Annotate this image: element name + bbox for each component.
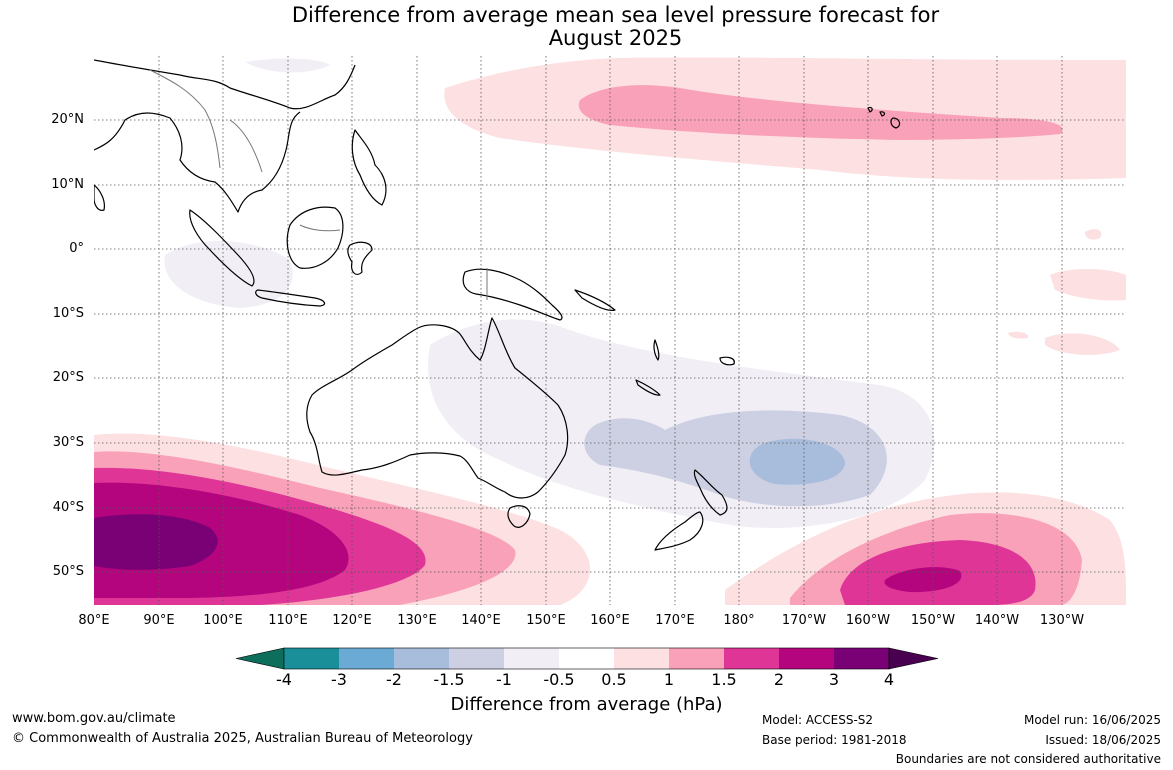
fiji-outline	[719, 356, 735, 366]
sulawesi-outline	[347, 241, 373, 275]
lat-label: 30°S	[52, 435, 84, 450]
colorbar-tick: -1	[496, 670, 512, 689]
pos-anomaly-east-a	[1050, 268, 1126, 301]
title-line-1: Difference from average mean sea level p…	[291, 3, 940, 27]
coastlines	[94, 59, 901, 551]
java-outline	[255, 289, 326, 307]
neg-anomaly-strong	[749, 438, 845, 485]
colorbar-segment	[339, 648, 394, 669]
borders	[149, 69, 488, 300]
colorbar-label: Difference from average (hPa)	[450, 694, 723, 715]
lon-label: 130°E	[397, 613, 437, 628]
lon-label: 160°W	[845, 613, 891, 628]
philippines-outline	[351, 129, 387, 206]
gridlines	[94, 56, 1126, 605]
colorbar-tick: 1	[663, 670, 675, 689]
neg-anomaly-light-west	[164, 241, 293, 308]
pos-anomaly-se-peak	[884, 567, 962, 593]
footer-issued: Issued: 18/06/2025	[1045, 733, 1161, 747]
lon-label: 140°E	[461, 613, 501, 628]
lon-label: 110°E	[268, 613, 308, 628]
lon-label: 160°E	[590, 613, 630, 628]
title-line-2: August 2025	[548, 26, 683, 50]
asia-mainland-outline	[94, 59, 356, 213]
tasmania-outline	[507, 505, 531, 528]
lon-label: 140°W	[974, 613, 1020, 628]
colorbar-tick: -1.5	[433, 670, 465, 689]
colorbar-tick: 3	[828, 670, 840, 689]
colorbar-tick: 4	[883, 670, 895, 689]
borneo-outline	[286, 206, 344, 269]
pos-anomaly-north-mid	[578, 85, 1063, 140]
lat-label: 20°S	[52, 370, 84, 385]
new-caledonia-outline	[635, 379, 661, 396]
pos-anomaly-sw-peak	[94, 514, 218, 570]
lon-label: 170°W	[781, 613, 827, 628]
nz-south-island-outline	[654, 511, 704, 551]
anomaly-fill-layer	[94, 57, 1126, 605]
colorbar-segment	[449, 648, 504, 669]
lon-label: 180°	[723, 613, 755, 628]
colorbar-segment	[284, 648, 339, 669]
neg-anomaly-light-north	[245, 58, 330, 73]
colorbar-tick: -0.5	[543, 670, 575, 689]
sumatra-outline	[189, 209, 255, 287]
nz-north-island-outline	[693, 469, 728, 516]
hawaii-outline	[867, 106, 901, 129]
colorbar-frame	[283, 647, 890, 670]
footer-disclaimer: Boundaries are not considered authoritat…	[895, 752, 1161, 766]
footer-website: www.bom.gov.au/climate	[12, 711, 176, 726]
lon-label: 130°W	[1039, 613, 1085, 628]
colorbar-segment	[669, 648, 724, 669]
colorbar-tick: -4	[276, 670, 292, 689]
colorbar-segment	[834, 648, 889, 669]
new-guinea-outline	[462, 268, 563, 321]
colorbar-segment	[779, 648, 834, 669]
lon-label: 90°E	[143, 613, 175, 628]
map-panel	[94, 56, 1126, 605]
pos-anomaly-east-d	[1008, 331, 1029, 339]
footer-copyright: © Commonwealth of Australia 2025, Austra…	[12, 731, 473, 746]
colorbar-tick: -2	[386, 670, 402, 689]
colorbar-tick: 0.5	[601, 670, 627, 689]
colorbar-segment	[614, 648, 669, 669]
colorbar-segment	[559, 648, 614, 669]
lon-label: 120°E	[332, 613, 372, 628]
colorbar-extend-low	[235, 647, 285, 670]
colorbar-segments	[235, 647, 939, 670]
australia-outline	[306, 317, 569, 499]
colorbar-segment	[504, 648, 559, 669]
footer-model: Model: ACCESS-S2	[762, 713, 874, 727]
lat-label: 40°S	[52, 500, 84, 515]
colorbar-tick: 1.5	[711, 670, 737, 689]
map-svg	[94, 56, 1126, 605]
lon-label: 150°E	[526, 613, 566, 628]
lon-label: 150°W	[910, 613, 956, 628]
chart-title: Difference from average mean sea level p…	[0, 4, 1173, 50]
lat-label: 20°N	[51, 112, 84, 127]
pos-anomaly-east-b	[1045, 333, 1120, 355]
colorbar-segment	[394, 648, 449, 669]
colorbar-tick: 2	[773, 670, 785, 689]
footer-base-period: Base period: 1981-2018	[762, 733, 907, 747]
lon-label: 100°E	[203, 613, 243, 628]
colorbar-segment	[724, 648, 779, 669]
colorbar-extend-high	[888, 647, 939, 670]
lat-label: 10°S	[52, 306, 84, 321]
lat-label: 50°S	[52, 564, 84, 579]
lon-label: 80°E	[78, 613, 110, 628]
lat-label: 0°	[69, 241, 84, 256]
sri-lanka-outline	[94, 184, 105, 211]
solomon-islands-outline	[574, 289, 616, 311]
lat-label: 10°N	[51, 177, 84, 192]
pos-anomaly-east-c	[1084, 229, 1102, 240]
footer-model-run: Model run: 16/06/2025	[1023, 713, 1161, 727]
vanuatu-outline	[653, 339, 660, 361]
colorbar-tick: -3	[331, 670, 347, 689]
lon-label: 170°E	[655, 613, 695, 628]
